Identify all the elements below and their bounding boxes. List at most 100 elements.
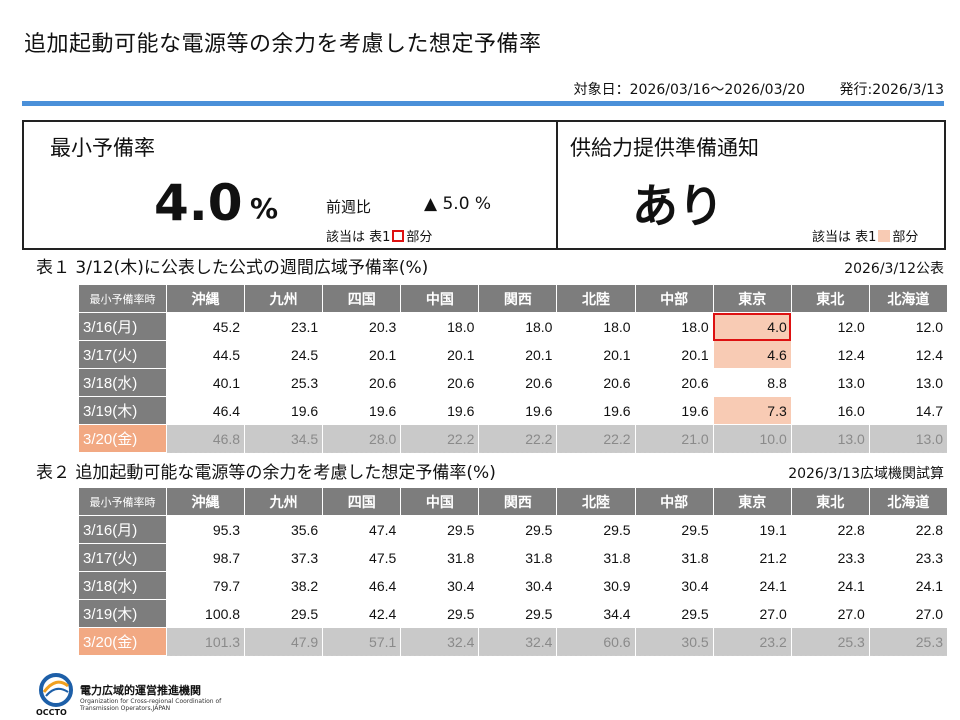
table-cell: 21.2	[712, 543, 792, 572]
table-cell: 31.8	[634, 543, 714, 572]
min-reserve-cell: 4.0	[712, 312, 792, 341]
table-row: 3/18(水) 79.7 38.2 46.4 30.4 30.4 30.9 30.4 24.1 2…	[78, 571, 949, 600]
table-cell: 79.7	[165, 571, 246, 600]
row-date: 3/16(月)	[78, 515, 167, 544]
target-period: 対象日：2026/03/16〜2026/03/20	[573, 82, 806, 98]
table-cell: 47.9	[244, 627, 324, 656]
column-header: 中国	[400, 284, 480, 313]
table-cell: 29.5	[400, 515, 480, 544]
min-reserve-panel: 最小予備率 4.0 % 前週比 ▲ 5.0 % 該当は 表1 部分	[22, 120, 558, 250]
table-cell: 27.0	[868, 599, 949, 628]
notice-note-prefix: 該当は 表1	[812, 230, 877, 245]
column-header: 中部	[634, 487, 714, 516]
table-cell: 29.5	[478, 599, 558, 628]
table-cell: 25.3	[868, 627, 949, 656]
table-cell: 31.8	[478, 543, 558, 572]
column-header: 関西	[478, 284, 558, 313]
table-cell: 13.0	[868, 424, 949, 453]
table-cell: 20.1	[556, 340, 636, 369]
table1: 最小予備率時 沖縄 九州 四国 中国 関西 北陸 中部 東京 東北 北海道 3/16(月) 45.2 2…	[78, 284, 949, 453]
table-cell: 47.4	[322, 515, 402, 544]
compare-value: ▲ 5.0 %	[424, 194, 492, 214]
table-cell: 46.4	[322, 571, 402, 600]
table-cell: 27.0	[790, 599, 870, 628]
column-header: 九州	[244, 284, 324, 313]
table-cell: 12.4	[790, 340, 870, 369]
table-cell: 10.0	[712, 424, 792, 453]
notice-label: 供給力提供準備通知	[570, 136, 759, 160]
table-cell: 19.1	[712, 515, 792, 544]
table-cell: 24.1	[712, 571, 792, 600]
table-cell: 22.8	[790, 515, 870, 544]
notice-note: 該当は 表1 部分	[812, 226, 918, 245]
issued-date: 発行:2026/3/13	[839, 82, 944, 98]
table-cell: 38.2	[244, 571, 324, 600]
table-cell: 13.0	[790, 368, 870, 397]
table-row: 3/19(木) 46.4 19.6 19.6 19.6 19.6 19.6 19.6 7.3 16…	[78, 396, 949, 425]
table-cell: 20.6	[322, 368, 402, 397]
table-cell: 45.2	[165, 312, 246, 341]
table-cell: 12.4	[868, 340, 949, 369]
org-name-jp: 電力広域的運営推進機関	[80, 684, 201, 697]
table-cell: 95.3	[165, 515, 246, 544]
column-header: 北海道	[868, 284, 949, 313]
table-row: 3/16(月) 95.3 35.6 47.4 29.5 29.5 29.5 29.5 19.1 2…	[78, 515, 949, 544]
table-cell: 57.1	[322, 627, 402, 656]
min-reserve-value: 4.0	[154, 174, 243, 232]
table-cell: 23.2	[712, 627, 792, 656]
table-cell: 25.3	[790, 627, 870, 656]
table-cell: 23.3	[868, 543, 949, 572]
table-row: 3/17(火) 98.7 37.3 47.5 31.8 31.8 31.8 31.8 21.2 2…	[78, 543, 949, 572]
table-cell: 19.6	[556, 396, 636, 425]
org-name-en-1: Organization for Cross-regional Coordina…	[80, 698, 222, 705]
table-cell: 30.5	[634, 627, 714, 656]
table-cell: 46.4	[165, 396, 246, 425]
table2-header-row: 最小予備率時 沖縄 九州 四国 中国 関西 北陸 中部 東京 東北 北海道	[78, 487, 949, 516]
note-suffix: 部分	[406, 230, 433, 245]
table-cell: 20.6	[478, 368, 558, 397]
min-reserve-note: 該当は 表1 部分	[326, 226, 432, 245]
table-row: 3/20(金) 101.3 47.9 57.1 32.4 32.4 60.6 30.5 23.2…	[78, 627, 949, 656]
highlighted-cell: 4.6	[712, 340, 792, 369]
header-divider	[22, 101, 944, 106]
table-cell: 18.0	[400, 312, 480, 341]
table-row: 3/17(火) 44.5 24.5 20.1 20.1 20.1 20.1 20.1 4.6 12…	[78, 340, 949, 369]
column-header: 東京	[712, 284, 792, 313]
table-cell: 24.1	[868, 571, 949, 600]
org-abbr: OCCTO	[36, 708, 67, 717]
table-cell: 24.5	[244, 340, 324, 369]
row-date: 3/18(水)	[78, 571, 167, 600]
column-header: 四国	[322, 487, 402, 516]
note-prefix: 該当は 表1	[326, 230, 391, 245]
table-cell: 29.5	[244, 599, 324, 628]
table-cell: 37.3	[244, 543, 324, 572]
org-name: 電力広域的運営推進機関 Organization for Cross-regio…	[80, 682, 221, 712]
compare-label: 前週比	[326, 198, 372, 216]
row-date: 3/20(金)	[78, 627, 167, 656]
table-cell: 19.6	[634, 396, 714, 425]
column-header: 東京	[712, 487, 792, 516]
table-cell: 30.4	[400, 571, 480, 600]
notice-value: あり	[632, 179, 724, 233]
table-cell: 20.1	[634, 340, 714, 369]
table2-date: 2026/3/13広域機関試算	[788, 466, 944, 482]
table-cell: 22.8	[868, 515, 949, 544]
table-cell: 60.6	[556, 627, 636, 656]
column-header: 中部	[634, 284, 714, 313]
table-cell: 19.6	[322, 396, 402, 425]
table-cell: 30.4	[634, 571, 714, 600]
table-cell: 19.6	[244, 396, 324, 425]
table-cell: 31.8	[400, 543, 480, 572]
table2: 最小予備率時 沖縄 九州 四国 中国 関西 北陸 中部 東京 東北 北海道 3/16(月) 95.3 3…	[78, 487, 949, 656]
table-cell: 12.0	[868, 312, 949, 341]
table-cell: 22.2	[556, 424, 636, 453]
table-cell: 29.5	[634, 515, 714, 544]
table-cell: 29.5	[634, 599, 714, 628]
table-cell: 13.0	[790, 424, 870, 453]
table-cell: 28.0	[322, 424, 402, 453]
table-cell: 47.5	[322, 543, 402, 572]
table-row: 3/20(金) 46.8 34.5 28.0 22.2 22.2 22.2 21.0 10.0 1…	[78, 424, 949, 453]
table-cell: 46.8	[165, 424, 246, 453]
table-cell: 20.6	[400, 368, 480, 397]
table-cell: 25.3	[244, 368, 324, 397]
